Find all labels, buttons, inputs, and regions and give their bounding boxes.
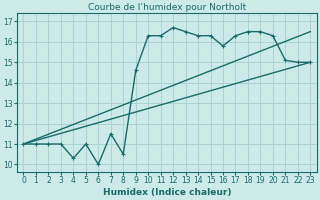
Title: Courbe de l’humidex pour Northolt: Courbe de l’humidex pour Northolt [88,3,246,12]
X-axis label: Humidex (Indice chaleur): Humidex (Indice chaleur) [103,188,231,197]
